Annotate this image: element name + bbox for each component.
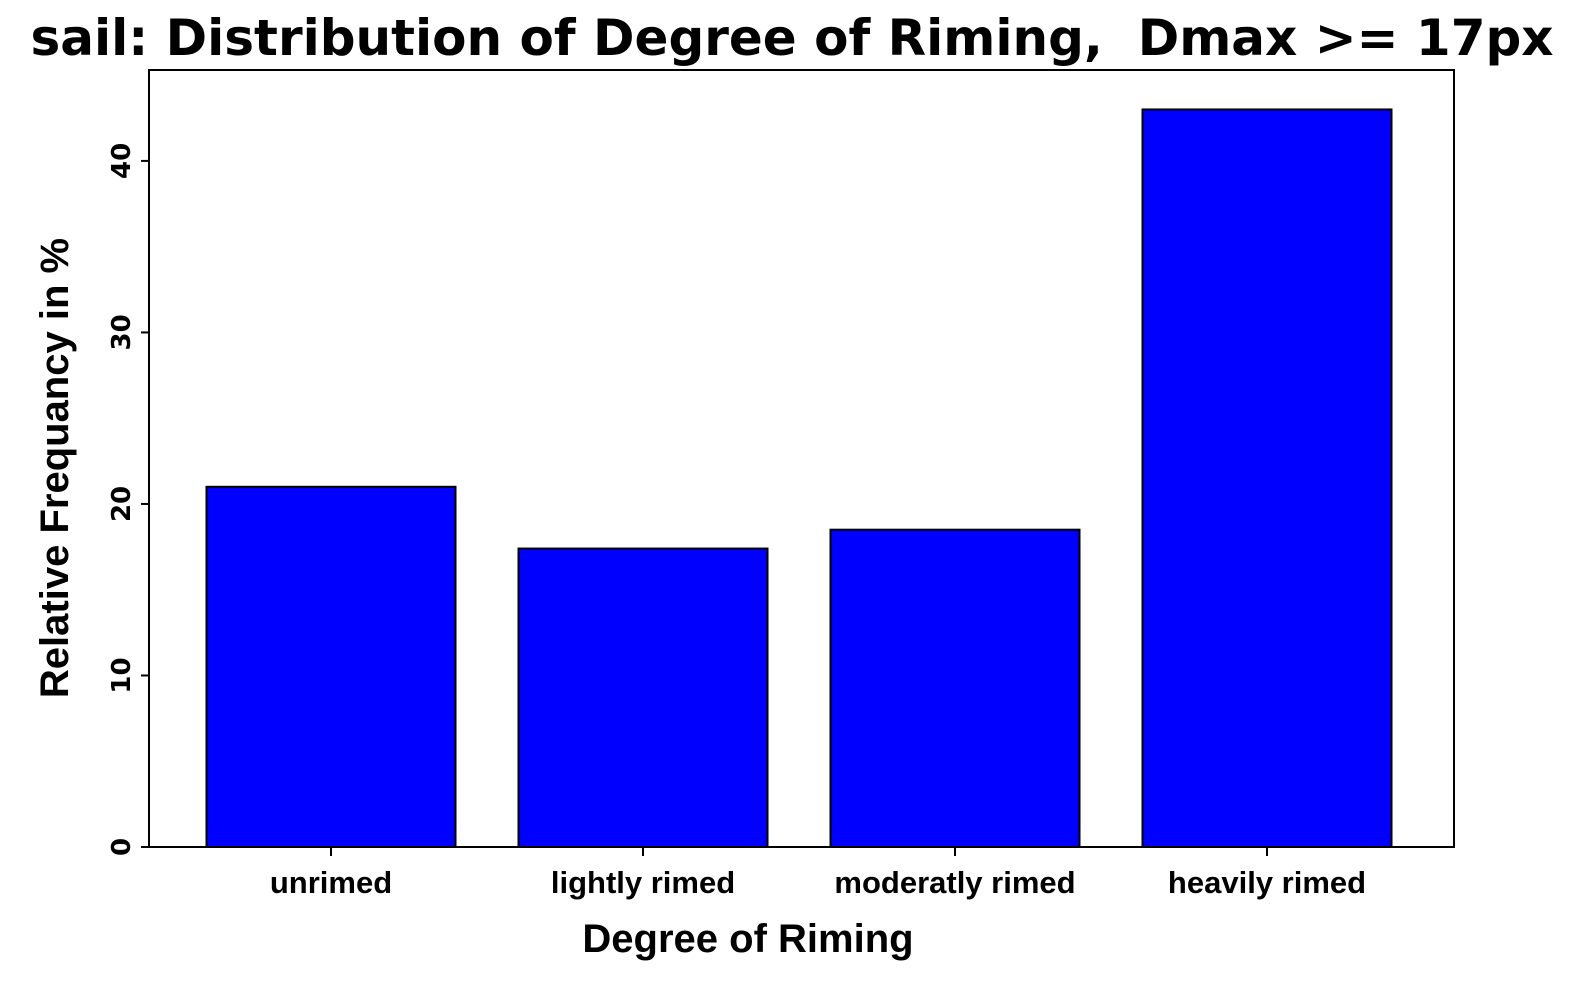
bars [205, 108, 1393, 849]
y-tick-label: 20 [107, 486, 137, 522]
y-tick-label: 0 [107, 838, 137, 856]
y-axis-ticks: 0 10 20 30 40 [107, 143, 149, 856]
x-tick-label: lightly rimed [551, 865, 735, 900]
y-tick-label: 40 [107, 143, 137, 179]
x-tick-label: unrimed [270, 865, 392, 900]
bar-unrimed [205, 485, 457, 848]
x-tick-label: heavily rimed [1168, 865, 1366, 900]
y-tick-label: 10 [107, 657, 137, 693]
bar-moderatly-rimed [829, 528, 1081, 848]
y-axis-label: Relative Frequancy in % [33, 238, 77, 698]
y-tick-label: 30 [107, 314, 137, 350]
plot-area-frame [148, 69, 1455, 848]
x-axis-ticks: unrimed lightly rimed moderatly rimed heavi… [270, 847, 1366, 900]
bar-lightly-rimed [517, 547, 769, 848]
bar-heavily-rimed [1141, 108, 1393, 849]
chart-title: sail: Distribution of Degree of Riming, … [30, 9, 1553, 67]
x-tick-label: moderatly rimed [834, 865, 1075, 900]
x-axis-label: Degree of Riming [582, 917, 913, 961]
